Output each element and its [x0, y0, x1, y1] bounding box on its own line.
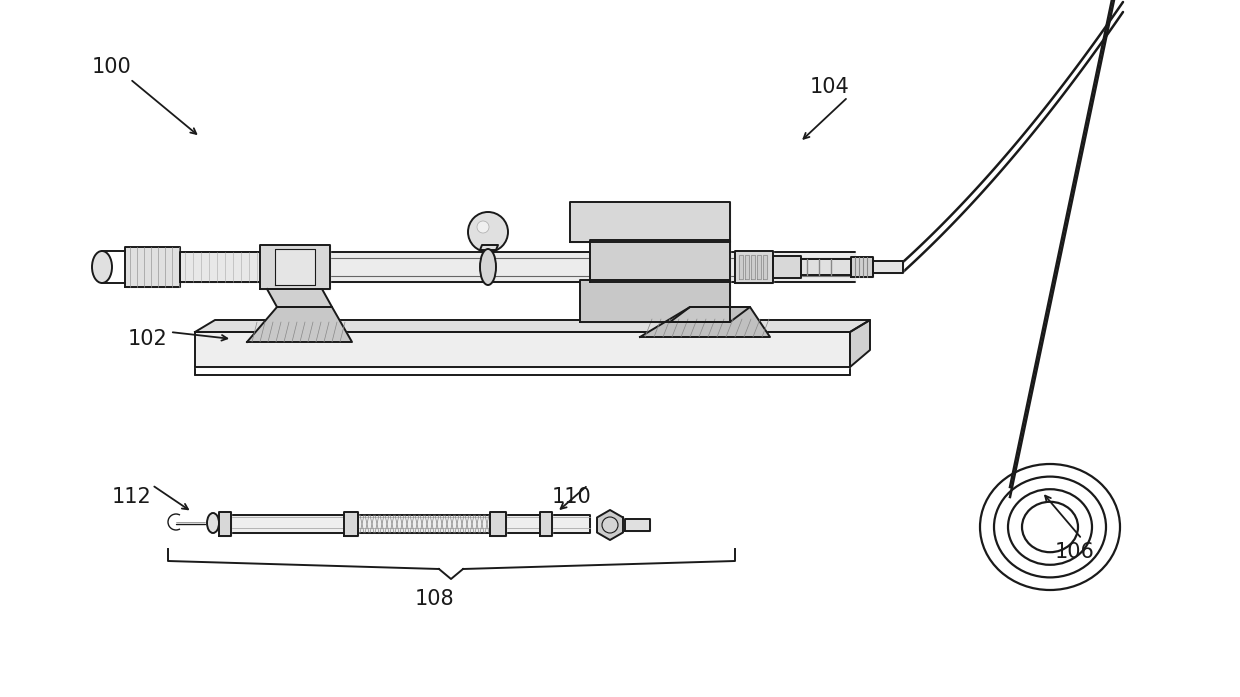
Polygon shape — [763, 255, 768, 279]
Polygon shape — [801, 259, 851, 275]
Polygon shape — [570, 202, 730, 242]
Polygon shape — [539, 512, 552, 536]
Polygon shape — [195, 320, 870, 332]
Ellipse shape — [477, 221, 489, 233]
Text: 108: 108 — [415, 589, 455, 609]
Polygon shape — [873, 261, 903, 273]
Polygon shape — [745, 255, 749, 279]
Polygon shape — [751, 255, 755, 279]
Text: 110: 110 — [552, 487, 591, 507]
Text: 112: 112 — [112, 487, 151, 507]
Polygon shape — [851, 257, 873, 277]
Polygon shape — [756, 255, 761, 279]
Polygon shape — [490, 512, 506, 536]
Polygon shape — [219, 512, 231, 536]
Polygon shape — [625, 519, 650, 531]
Polygon shape — [670, 307, 750, 322]
Polygon shape — [275, 249, 315, 285]
Text: 100: 100 — [92, 57, 131, 77]
Polygon shape — [260, 245, 330, 289]
Ellipse shape — [480, 249, 496, 285]
Polygon shape — [343, 512, 358, 536]
Ellipse shape — [207, 513, 219, 533]
Ellipse shape — [601, 517, 618, 533]
Polygon shape — [596, 510, 622, 540]
Polygon shape — [590, 240, 730, 282]
Polygon shape — [735, 251, 773, 283]
Polygon shape — [640, 307, 770, 337]
Polygon shape — [580, 280, 730, 322]
Ellipse shape — [92, 251, 112, 283]
Polygon shape — [267, 289, 332, 307]
Polygon shape — [480, 245, 498, 250]
Ellipse shape — [467, 212, 508, 252]
Polygon shape — [223, 515, 590, 533]
Polygon shape — [247, 307, 352, 342]
Polygon shape — [195, 332, 849, 367]
Polygon shape — [125, 247, 180, 287]
Polygon shape — [180, 252, 300, 282]
Text: 106: 106 — [1055, 542, 1095, 562]
Polygon shape — [849, 320, 870, 367]
Polygon shape — [739, 255, 743, 279]
Polygon shape — [125, 252, 856, 282]
Text: 102: 102 — [128, 329, 167, 349]
Text: 104: 104 — [810, 77, 849, 97]
Polygon shape — [773, 256, 801, 278]
